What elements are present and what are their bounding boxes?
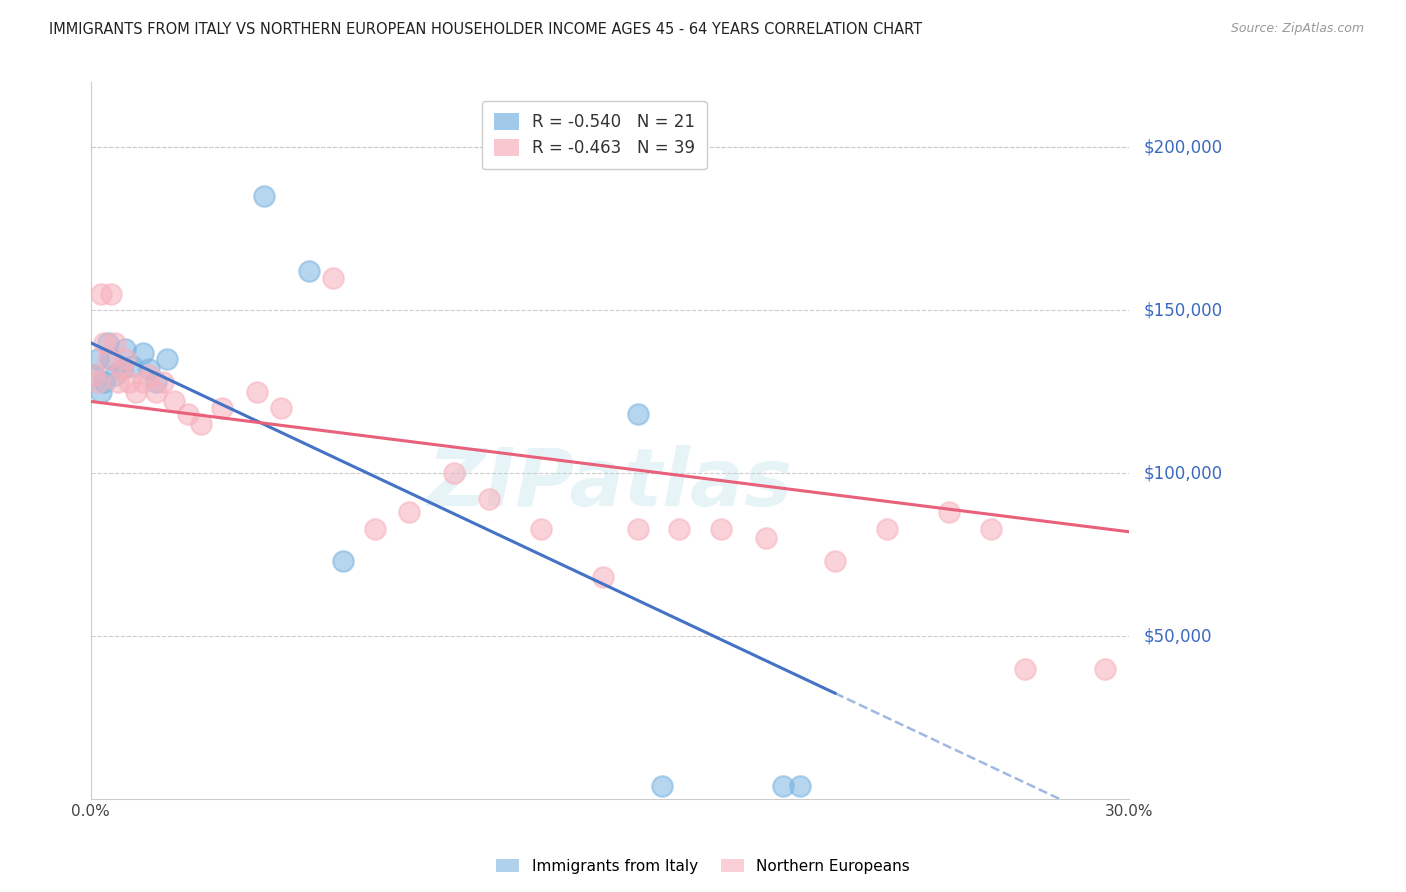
Point <box>104 335 127 350</box>
Point <box>627 522 650 536</box>
Point <box>118 375 141 389</box>
Point <box>111 361 134 376</box>
Point <box>156 351 179 366</box>
Text: IMMIGRANTS FROM ITALY VS NORTHERN EUROPEAN HOUSEHOLDER INCOME AGES 45 - 64 YEARS: IMMIGRANTS FROM ITALY VS NORTHERN EUROPE… <box>49 22 922 37</box>
Point <box>90 384 112 399</box>
Point <box>90 286 112 301</box>
Point <box>980 522 1002 536</box>
Point <box>668 522 690 536</box>
Legend: R = -0.540   N = 21, R = -0.463   N = 39: R = -0.540 N = 21, R = -0.463 N = 39 <box>482 101 707 169</box>
Text: Source: ZipAtlas.com: Source: ZipAtlas.com <box>1230 22 1364 36</box>
Point <box>83 368 105 383</box>
Point <box>131 345 153 359</box>
Point <box>253 189 276 203</box>
Point <box>86 351 108 366</box>
Point <box>100 286 122 301</box>
Point <box>710 522 733 536</box>
Point <box>190 417 212 432</box>
Point <box>789 779 811 793</box>
Point <box>176 408 198 422</box>
Point <box>145 375 167 389</box>
Text: $200,000: $200,000 <box>1143 138 1222 156</box>
Point <box>627 408 650 422</box>
Point <box>93 375 115 389</box>
Point <box>1014 662 1036 676</box>
Point <box>83 368 105 383</box>
Point <box>114 343 136 357</box>
Point <box>97 335 120 350</box>
Point <box>938 505 960 519</box>
Point <box>443 466 465 480</box>
Point <box>876 522 898 536</box>
Point <box>1094 662 1116 676</box>
Point <box>86 375 108 389</box>
Text: $50,000: $50,000 <box>1143 627 1212 645</box>
Point <box>332 554 354 568</box>
Point <box>152 375 174 389</box>
Point <box>592 570 614 584</box>
Point <box>97 351 120 366</box>
Point <box>138 368 160 383</box>
Point <box>107 375 129 389</box>
Point <box>530 522 553 536</box>
Point <box>270 401 292 415</box>
Point <box>772 779 794 793</box>
Point <box>363 522 385 536</box>
Point <box>398 505 420 519</box>
Point <box>100 351 122 366</box>
Point <box>104 368 127 383</box>
Text: $150,000: $150,000 <box>1143 301 1222 319</box>
Text: ZIPatlas: ZIPatlas <box>427 444 793 523</box>
Point <box>755 532 778 546</box>
Point <box>211 401 233 415</box>
Point <box>131 375 153 389</box>
Point <box>111 361 134 376</box>
Point <box>246 384 269 399</box>
Point <box>121 359 143 373</box>
Point <box>114 351 136 366</box>
Point <box>298 264 321 278</box>
Point <box>478 492 501 507</box>
Point <box>138 361 160 376</box>
Point <box>145 384 167 399</box>
Text: $100,000: $100,000 <box>1143 464 1222 483</box>
Point <box>651 779 673 793</box>
Point <box>163 394 186 409</box>
Point <box>322 270 344 285</box>
Point <box>124 384 146 399</box>
Point <box>93 335 115 350</box>
Point <box>824 554 846 568</box>
Legend: Immigrants from Italy, Northern Europeans: Immigrants from Italy, Northern European… <box>491 853 915 880</box>
